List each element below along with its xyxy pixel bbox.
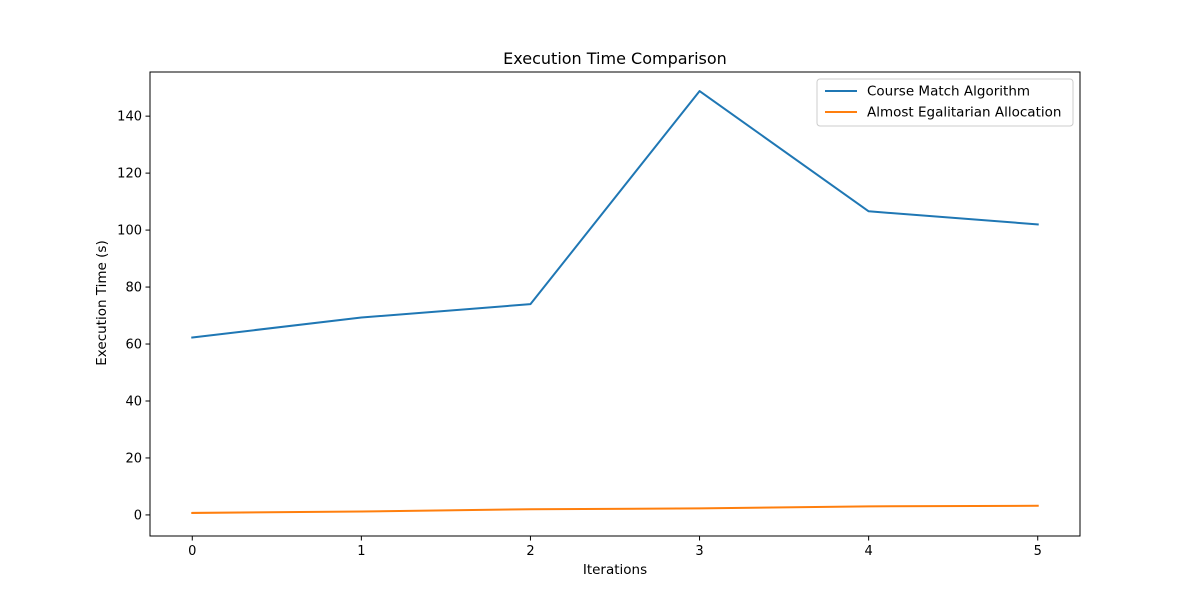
- y-tick-label: 140: [117, 110, 142, 125]
- x-axis-label: Iterations: [583, 562, 647, 578]
- x-tick-label: 4: [864, 544, 872, 559]
- y-tick-label: 100: [117, 224, 142, 239]
- x-tick-label: 1: [357, 544, 365, 559]
- y-axis-ticks: 0 20 40 60 80 100 120 140: [117, 110, 150, 523]
- y-tick-label: 80: [125, 281, 142, 296]
- legend-label-course-match: Course Match Algorithm: [867, 84, 1030, 100]
- y-tick-label: 20: [125, 451, 142, 466]
- series-line-almost-egalitarian-allocation: [191, 504, 1039, 514]
- y-tick-label: 120: [117, 167, 142, 182]
- legend-label-almost-egalitarian: Almost Egalitarian Allocation: [867, 105, 1061, 121]
- x-axis-ticks: 0 1 2 3 4 5: [188, 536, 1042, 559]
- x-tick-label: 3: [695, 544, 703, 559]
- y-tick-label: 40: [125, 394, 142, 409]
- series-line-course-match-algorithm: [191, 90, 1039, 339]
- y-tick-label: 60: [125, 338, 142, 353]
- chart-title: Execution Time Comparison: [503, 49, 727, 68]
- y-tick-label: 0: [134, 508, 142, 523]
- x-tick-label: 2: [526, 544, 534, 559]
- x-tick-label: 0: [188, 544, 196, 559]
- plot-area-frame: [149, 71, 1081, 537]
- legend: Course Match Algorithm Almost Egalitaria…: [816, 78, 1074, 127]
- series-lines: [191, 90, 1039, 514]
- y-axis-label: Execution Time (s): [94, 240, 110, 365]
- legend-frame: [816, 78, 1074, 127]
- x-tick-label: 5: [1034, 544, 1042, 559]
